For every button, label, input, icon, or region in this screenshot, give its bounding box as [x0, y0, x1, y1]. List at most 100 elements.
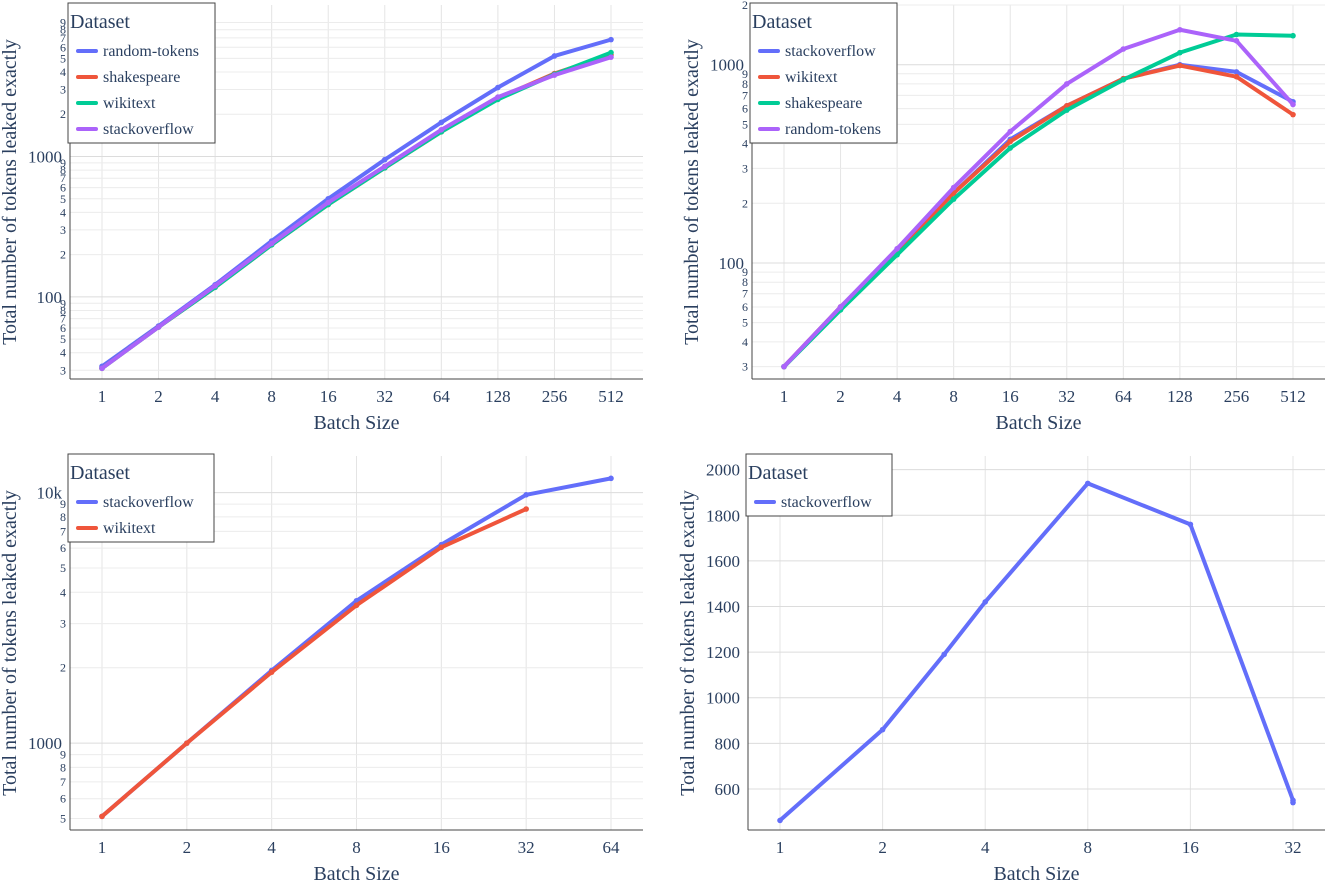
legend-label: shakespeare — [785, 95, 862, 112]
data-point-stackoverflow — [608, 475, 614, 482]
x-tick-label: 1 — [98, 387, 107, 406]
x-tick-label: 128 — [1167, 387, 1193, 406]
y-minor-tick-label: 8 — [60, 163, 66, 177]
x-tick-label: 4 — [893, 387, 902, 406]
y-tick-label: 800 — [715, 734, 741, 753]
data-point-random-tokens — [438, 119, 445, 126]
y-minor-tick-label: 9 — [60, 296, 66, 310]
data-point-random-tokens — [1007, 128, 1014, 135]
x-tick-label: 1 — [780, 387, 789, 406]
y-minor-tick-label: 6 — [60, 792, 66, 806]
chart-4: 600 800 1000 1200 1400 1600 1800 2000 1 2 4 8 16 32 Ba… — [677, 453, 1325, 883]
y-minor-tick-label: 6 — [60, 321, 66, 335]
legend: Dataset stackoverflow wikitext — [67, 453, 215, 543]
data-point-stackoverflow — [212, 282, 218, 289]
y-axis-title: Total number of tokens leaked exactly — [0, 39, 21, 345]
data-point-stackoverflow — [608, 54, 614, 60]
x-tick-label: 1 — [776, 838, 785, 857]
data-point-stackoverflow — [495, 94, 501, 100]
x-tick-label: 8 — [1084, 838, 1093, 857]
y-minor-tick-label: 4 — [60, 65, 66, 79]
y-minor-tick-label: 5 — [60, 51, 66, 65]
data-point-stackoverflow — [381, 163, 388, 170]
series-line-stackoverflow — [778, 481, 1295, 823]
legend-label: stackoverflow — [785, 43, 876, 60]
y-minor-tick-label: 2 — [60, 661, 66, 675]
x-tick-label: 2 — [878, 838, 887, 857]
legend-title: Dataset — [752, 11, 812, 33]
y-tick-label: 100 — [37, 288, 63, 307]
legend: Dataset stackoverflow — [745, 453, 893, 517]
data-point-stackoverflow — [1233, 69, 1240, 75]
x-tick-label: 16 — [433, 838, 450, 857]
x-tick-label: 8 — [267, 387, 276, 406]
legend-box — [67, 2, 216, 144]
y-minor-tick-label: 2 — [60, 107, 66, 121]
y-minor-tick-label: 2 — [742, 0, 748, 12]
data-point-stackoverflow — [982, 599, 988, 605]
x-axis-title: Batch Size — [313, 412, 399, 434]
y-axis-title: Total number of tokens leaked exactly — [681, 39, 703, 345]
y-minor-tick-label: 8 — [742, 77, 748, 91]
x-tick-label: 16 — [1002, 387, 1019, 406]
y-minor-tick-label: 3 — [742, 360, 748, 374]
y-minor-tick-label: 7 — [60, 524, 66, 538]
legend-label: stackoverflow — [781, 494, 872, 511]
data-point-random-tokens — [1063, 81, 1070, 87]
x-tick-label: 32 — [376, 387, 393, 406]
data-point-shakespeare — [1290, 32, 1296, 39]
y-minor-tick-label: 5 — [742, 117, 748, 131]
y-tick-label: 1600 — [706, 552, 740, 571]
data-point-wikitext — [184, 740, 190, 746]
y-minor-tick-label: 9 — [60, 16, 66, 30]
y-tick-label: 1000 — [28, 147, 62, 166]
y-tick-label: 10k — [37, 484, 63, 503]
y-minor-tick-label: 7 — [60, 775, 66, 789]
y-minor-tick-label: 9 — [60, 748, 66, 762]
y-minor-tick-label: 8 — [60, 510, 66, 524]
series-line-stackoverflow — [100, 55, 613, 371]
x-tick-label: 2 — [183, 838, 192, 857]
data-point-shakespeare — [1063, 107, 1070, 113]
x-tick-label: 16 — [320, 387, 337, 406]
data-point-wikitext — [268, 669, 275, 675]
y-minor-tick-label: 5 — [60, 332, 66, 346]
y-minor-tick-label: 7 — [742, 287, 748, 301]
x-tick-label: 32 — [518, 838, 535, 857]
x-tick-label: 4 — [211, 387, 220, 406]
y-minor-tick-label: 4 — [742, 137, 748, 151]
legend-title: Dataset — [748, 462, 808, 484]
data-point-stackoverflow — [325, 199, 332, 206]
y-minor-tick-label: 7 — [60, 31, 66, 45]
y-minor-tick-label: 5 — [742, 316, 748, 330]
x-tick-label: 8 — [352, 838, 361, 857]
data-point-stackoverflow — [777, 817, 783, 824]
series-line-random-tokens — [782, 27, 1295, 369]
legend-box — [749, 2, 898, 144]
y-minor-tick-label: 3 — [60, 363, 66, 377]
legend: Dataset stackoverflow wikitext shakespeare r… — [749, 2, 898, 144]
y-minor-tick-label: 7 — [742, 88, 748, 102]
data-point-shakespeare — [1120, 76, 1127, 83]
data-point-wikitext — [523, 506, 529, 512]
y-tick-label: 2000 — [706, 461, 740, 480]
y-minor-tick-label: 6 — [60, 181, 66, 195]
legend-label: stackoverflow — [103, 494, 194, 511]
data-point-shakespeare — [894, 251, 900, 258]
y-minor-tick-label: 4 — [60, 205, 66, 219]
legend-label: wikitext — [103, 520, 156, 537]
data-point-wikitext — [1290, 111, 1296, 118]
x-tick-label: 16 — [1182, 838, 1199, 857]
x-tick-label: 32 — [1285, 838, 1302, 857]
legend-label: wikitext — [103, 95, 156, 112]
data-point-stackoverflow — [438, 126, 445, 133]
data-point-shakespeare — [950, 196, 957, 202]
data-point-random-tokens — [1233, 37, 1240, 44]
data-point-stackoverflow — [1085, 480, 1091, 487]
data-point-stackoverflow — [941, 651, 947, 658]
y-minor-tick-label: 3 — [742, 161, 748, 175]
